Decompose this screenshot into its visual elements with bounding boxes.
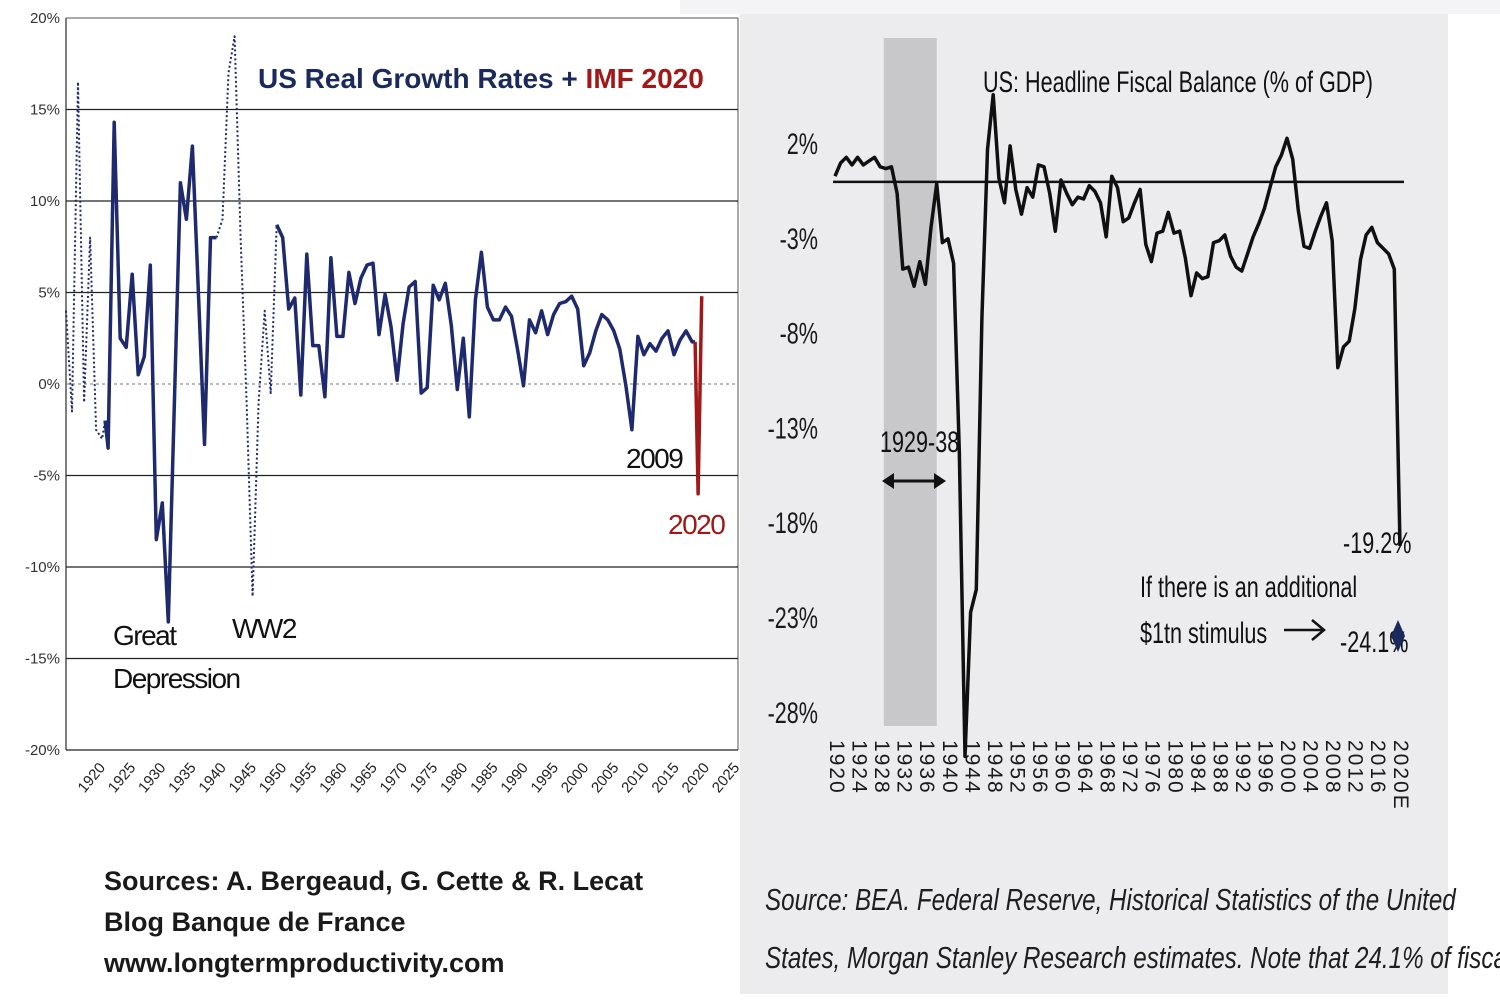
fiscal-x-tick-label: 1968 [1096, 740, 1119, 795]
fiscal-x-tick-label: 1992 [1231, 740, 1254, 795]
fiscal-x-tick-label: 1984 [1186, 740, 1209, 795]
fiscal-x-tick-label: 1976 [1141, 740, 1164, 795]
fiscal-chart-title: US: Headline Fiscal Balance (% of GDP) [983, 64, 1373, 98]
fiscal-y-tick-label: -23% [768, 600, 818, 634]
fiscal-x-tick-label: 1920 [825, 740, 848, 795]
y-tick-label: 20% [30, 10, 60, 27]
right-source-line-1: Source: BEA. Federal Reserve, Historical… [765, 882, 1456, 917]
annotation-additional: If there is an additional [1140, 569, 1357, 603]
fiscal-x-tick-label: 1980 [1163, 740, 1186, 795]
fiscal-x-tick-label: 1996 [1253, 740, 1276, 795]
span-arrow-right-head [934, 473, 946, 489]
fiscal-y-tick-label: 2% [787, 126, 818, 160]
fiscal-x-tick-label: 1972 [1118, 740, 1141, 795]
fiscal-x-tick-label: 2016 [1366, 740, 1389, 795]
growth-chart: -20%-15%-10%-5%0%5%10%15%20%192019251930… [25, 10, 743, 796]
stimulus-point-marker [1391, 620, 1405, 652]
chart-title-highlight: IMF 2020 [586, 63, 704, 94]
growth-series-0 [65, 81, 107, 440]
annotation-2009: 2009 [626, 443, 683, 474]
y-tick-label: -5% [33, 468, 60, 485]
source-line-2: Blog Banque de France [104, 907, 406, 937]
span-arrow-left-head [882, 473, 894, 489]
y-tick-label: -10% [25, 559, 60, 576]
right-source-line-2: States, Morgan Stanley Research estimate… [765, 940, 1500, 975]
fiscal-y-tick-label: -18% [768, 506, 818, 540]
fiscal-x-tick-label: 1964 [1073, 740, 1096, 795]
y-tick-label: -20% [25, 742, 60, 759]
fiscal-x-tick-label: 1932 [893, 740, 916, 795]
fiscal-x-tick-label: 1952 [1005, 740, 1028, 795]
fiscal-x-tick-label: 1924 [848, 740, 871, 795]
annotation-great: Great [113, 620, 177, 651]
chart-title: US Real Growth Rates + IMF 2020 [258, 63, 704, 94]
growth-series-3 [275, 224, 696, 432]
fiscal-balance-series [833, 92, 1402, 759]
growth-series-1 [103, 120, 217, 624]
fiscal-x-tick-label: 1948 [983, 740, 1006, 795]
fiscal-x-tick-label: 2012 [1344, 740, 1367, 795]
y-tick-label: 0% [38, 376, 60, 393]
growth-series-2 [215, 35, 278, 598]
fiscal-x-tick-label: 1936 [915, 740, 938, 795]
fiscal-y-tick-label: -13% [768, 411, 818, 445]
fiscal-x-tick-label: 1960 [1051, 740, 1074, 795]
fiscal-x-tick-label: 1956 [1028, 740, 1051, 795]
fiscal-x-tick-label: 2000 [1276, 740, 1299, 795]
fiscal-y-tick-label: -3% [780, 221, 818, 255]
fiscal-x-tick-label: 1928 [870, 740, 893, 795]
chart-title-main: US Real Growth Rates + [258, 63, 586, 94]
y-tick-label: -15% [25, 651, 60, 668]
source-url[interactable]: www.longtermproductivity.com [104, 948, 505, 978]
fiscal-x-tick-label: 2004 [1299, 740, 1322, 795]
fiscal-x-tick-label: 1940 [938, 740, 961, 795]
y-tick-label: 15% [30, 102, 60, 119]
fiscal-y-tick-label: -28% [768, 695, 818, 729]
fiscal-x-tick-label: 2020E [1389, 740, 1412, 811]
annotation-depression: Depression [113, 663, 240, 694]
right-panel-top-strip [680, 0, 1500, 14]
fiscal-y-tick-label: -8% [780, 316, 818, 350]
shaded-span-1929-38 [883, 38, 937, 726]
annotation-2020: 2020 [668, 509, 725, 540]
left-chart-panel [0, 0, 740, 1008]
growth-series-4 [693, 296, 704, 496]
annotation-ww2: WW2 [232, 613, 297, 644]
fiscal-x-tick-label: 1988 [1208, 740, 1231, 795]
annotation-stimulus: $1tn stimulus [1140, 615, 1267, 649]
annotation-19-2: -19.2% [1343, 525, 1411, 559]
y-tick-label: 10% [30, 193, 60, 210]
fiscal-x-tick-label: 2008 [1321, 740, 1344, 795]
source-line-1: Sources: A. Bergeaud, G. Cette & R. Leca… [104, 866, 644, 896]
stimulus-arrow-head [1311, 619, 1326, 641]
fiscal-chart: US: Headline Fiscal Balance (% of GDP) 2%… [768, 38, 1412, 811]
right-chart-panel [740, 14, 1448, 994]
span-label: 1929-38 [880, 424, 959, 458]
y-tick-label: 5% [38, 285, 60, 302]
